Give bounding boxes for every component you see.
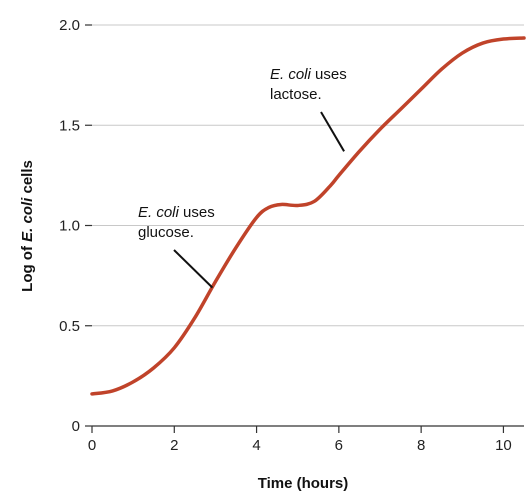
x-axis-title: Time (hours) bbox=[258, 475, 349, 492]
x-tick-label: 10 bbox=[495, 437, 512, 454]
annotation-line1: E. coli uses bbox=[138, 204, 215, 221]
annotation-organism: E. coli bbox=[138, 204, 180, 221]
x-tick-label: 0 bbox=[88, 437, 96, 454]
x-tick-label: 4 bbox=[252, 437, 260, 454]
annotation-leader-line bbox=[173, 249, 214, 289]
x-tick-label: 2 bbox=[170, 437, 178, 454]
y-axis-title-italic: E. coli bbox=[19, 197, 36, 242]
y-tick-label: 2.0 bbox=[59, 17, 80, 34]
annotation-organism: E. coli bbox=[270, 66, 312, 83]
y-tick-label: 1.0 bbox=[59, 218, 80, 235]
gridlines bbox=[92, 24, 524, 327]
annotation-line1: E. coli uses bbox=[270, 66, 347, 83]
annotation-line2: lactose. bbox=[270, 86, 322, 103]
annotation-leader-line bbox=[320, 111, 345, 152]
y-tick-label: 0 bbox=[72, 418, 80, 435]
annotations: E. coli uses glucose. E. coli uses lactose. bbox=[138, 66, 347, 289]
y-axis-title: Log of E. coli cells bbox=[19, 160, 36, 292]
annotation-verb: uses bbox=[179, 204, 215, 221]
y-axis-title-post: cells bbox=[19, 160, 36, 198]
annotation-verb: uses bbox=[311, 66, 347, 83]
y-axis-title-pre: Log of bbox=[19, 242, 36, 292]
x-tick-label: 8 bbox=[417, 437, 425, 454]
x-ticks: 0 2 4 6 8 10 bbox=[88, 426, 512, 454]
y-tick-label: 0.5 bbox=[59, 318, 80, 335]
y-tick-label: 1.5 bbox=[59, 117, 80, 134]
x-tick-label: 6 bbox=[335, 437, 343, 454]
series-layer bbox=[90, 36, 526, 396]
annotation-line2: glucose. bbox=[138, 224, 194, 241]
y-ticks: 0 0.5 1.0 1.5 2.0 bbox=[59, 17, 92, 435]
growth-curve-line bbox=[90, 36, 526, 396]
